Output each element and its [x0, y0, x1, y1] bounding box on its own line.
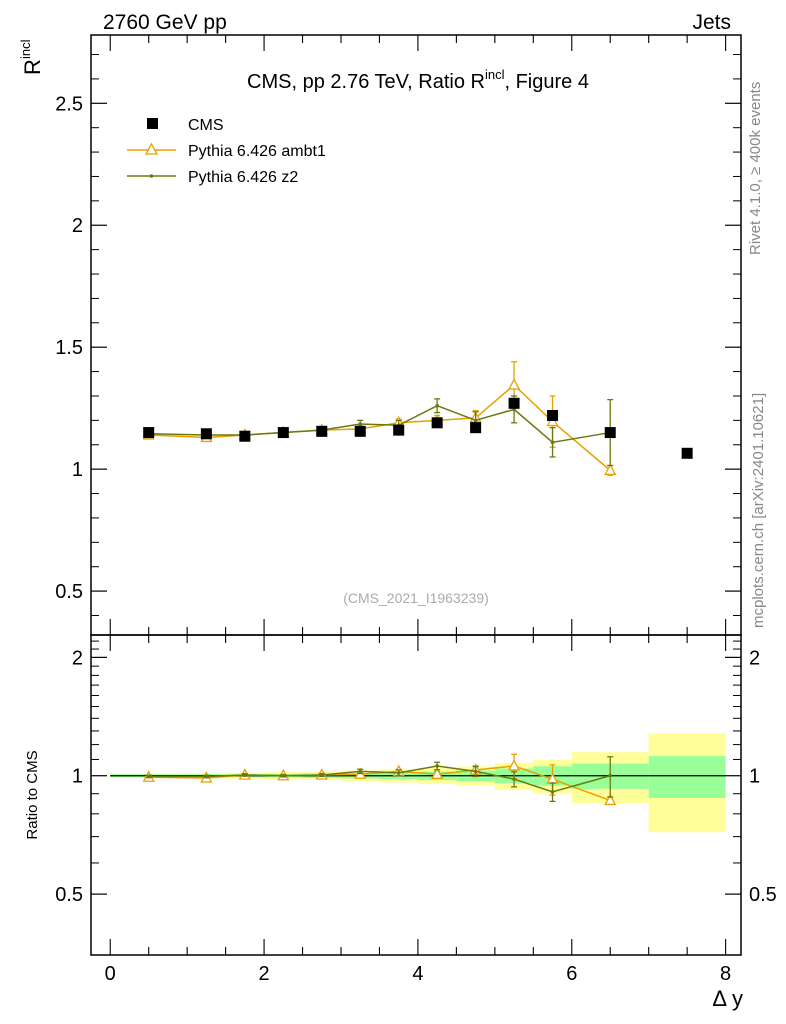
cms-data-point — [681, 447, 693, 459]
main-y-tick-label: 1 — [72, 459, 83, 481]
cms-data-point — [431, 417, 443, 429]
z2-ratio-point — [146, 774, 151, 779]
z2-point — [473, 418, 478, 423]
y-axis-label-superscript: incl — [18, 39, 33, 59]
cms-data-point — [277, 427, 289, 439]
ratio-band-inner — [648, 756, 726, 798]
cms-data-point — [200, 428, 212, 440]
legend-marker-cms — [147, 118, 158, 129]
z2-ratio-point — [512, 777, 516, 781]
main-y-tick-label: 2.5 — [55, 93, 83, 115]
ratio-y-tick-label-right: 2 — [749, 647, 760, 669]
x-tick-label: 6 — [566, 963, 577, 985]
x-tick-label: 0 — [105, 963, 116, 985]
z2-point — [435, 403, 439, 408]
cms-data-point — [547, 409, 559, 421]
ratio-y-axis-label: Ratio to CMS — [24, 750, 41, 839]
main-axis-ticks: 0.5 1 1.5 2 2.5 — [55, 35, 741, 635]
header-right-label: Jets — [692, 11, 731, 34]
ratio-axis-ticks: 0.5 0.5 1 1 2 2 0 2 4 6 8 — [55, 635, 777, 985]
chart-title-superscript: incl — [485, 67, 505, 82]
ratio-y-tick-label-right: 0.5 — [749, 884, 777, 906]
cms-data-point — [470, 422, 482, 434]
z2-point — [358, 422, 363, 426]
cms-data-point — [508, 397, 520, 409]
chart-title-suffix: , Figure 4 — [504, 71, 588, 93]
z2-ratio-point — [319, 773, 324, 777]
legend: CMS Pythia 6.426 ambt1 Pythia 6.426 z2 — [127, 117, 326, 186]
x-tick-label: 8 — [720, 963, 731, 985]
ambt1-ratio-point — [508, 759, 521, 771]
cms-data-point — [239, 430, 251, 442]
x-tick-label: 2 — [259, 963, 270, 985]
legend-label-z2: Pythia 6.426 z2 — [188, 169, 298, 186]
cms-data-point — [316, 425, 328, 437]
ratio-y-tick-label-right: 1 — [749, 766, 760, 788]
ratio-series-layer — [142, 753, 617, 806]
z2-ratio-line — [148, 765, 611, 793]
analysis-id-label: (CMS_2021_I1963239) — [343, 590, 489, 606]
main-y-tick-label: 1.5 — [55, 337, 83, 359]
cms-data-point — [393, 424, 405, 436]
z2-ratio-point — [435, 764, 439, 768]
z2-ratio-point — [204, 774, 209, 779]
cms-data-point — [143, 427, 155, 439]
header-left-label: 2760 GeV pp — [103, 11, 227, 34]
ratio-y-tick-label: 1 — [72, 766, 83, 788]
cms-data-point — [604, 427, 616, 439]
ratio-panel — [110, 733, 726, 833]
main-y-tick-label: 2 — [72, 215, 83, 237]
legend-marker-ambt1 — [144, 142, 159, 155]
z2-ratio-point — [473, 769, 478, 774]
z2-ratio-point — [243, 773, 247, 777]
ambt1-ratio-point — [431, 767, 444, 779]
ambt1-ratio-point — [604, 793, 617, 806]
rivet-version-label: Rivet 4.1.0, ≥ 400k events — [747, 82, 764, 255]
x-tick-label: 4 — [412, 963, 423, 985]
z2-ratio-point — [396, 771, 401, 775]
z2-point — [550, 440, 555, 445]
ambt1-point — [508, 378, 521, 390]
z2-ratio-point — [281, 773, 286, 778]
z2-ratio-point — [358, 769, 363, 774]
main-y-tick-label: 0.5 — [55, 581, 83, 603]
ratio-y-tick-label: 2 — [72, 647, 83, 669]
ambt1-line — [148, 383, 611, 471]
legend-label-ambt1: Pythia 6.426 ambt1 — [188, 143, 326, 160]
cms-data-point — [354, 425, 366, 437]
y-axis-label-main: R — [20, 59, 45, 75]
legend-label-cms: CMS — [188, 117, 224, 134]
legend-marker-z2 — [149, 174, 154, 178]
ratio-plot-frame — [90, 634, 742, 956]
z2-ratio-point — [608, 773, 613, 778]
chart-title: CMS, pp 2.76 TeV, Ratio Rincl, Figure 4 — [247, 67, 589, 93]
mcplots-label: mcplots.cern.ch [arXiv:2401.10621] — [750, 393, 767, 628]
z2-line — [148, 404, 611, 444]
x-axis-label: Δ y — [712, 986, 743, 1011]
chart-title-main: CMS, pp 2.76 TeV, Ratio R — [247, 71, 485, 93]
y-axis-label: R incl — [18, 39, 45, 75]
ambt1-point — [604, 463, 617, 476]
ratio-y-tick-label: 0.5 — [55, 884, 83, 906]
z2-ratio-point — [550, 790, 555, 794]
main-series-layer — [142, 361, 693, 476]
